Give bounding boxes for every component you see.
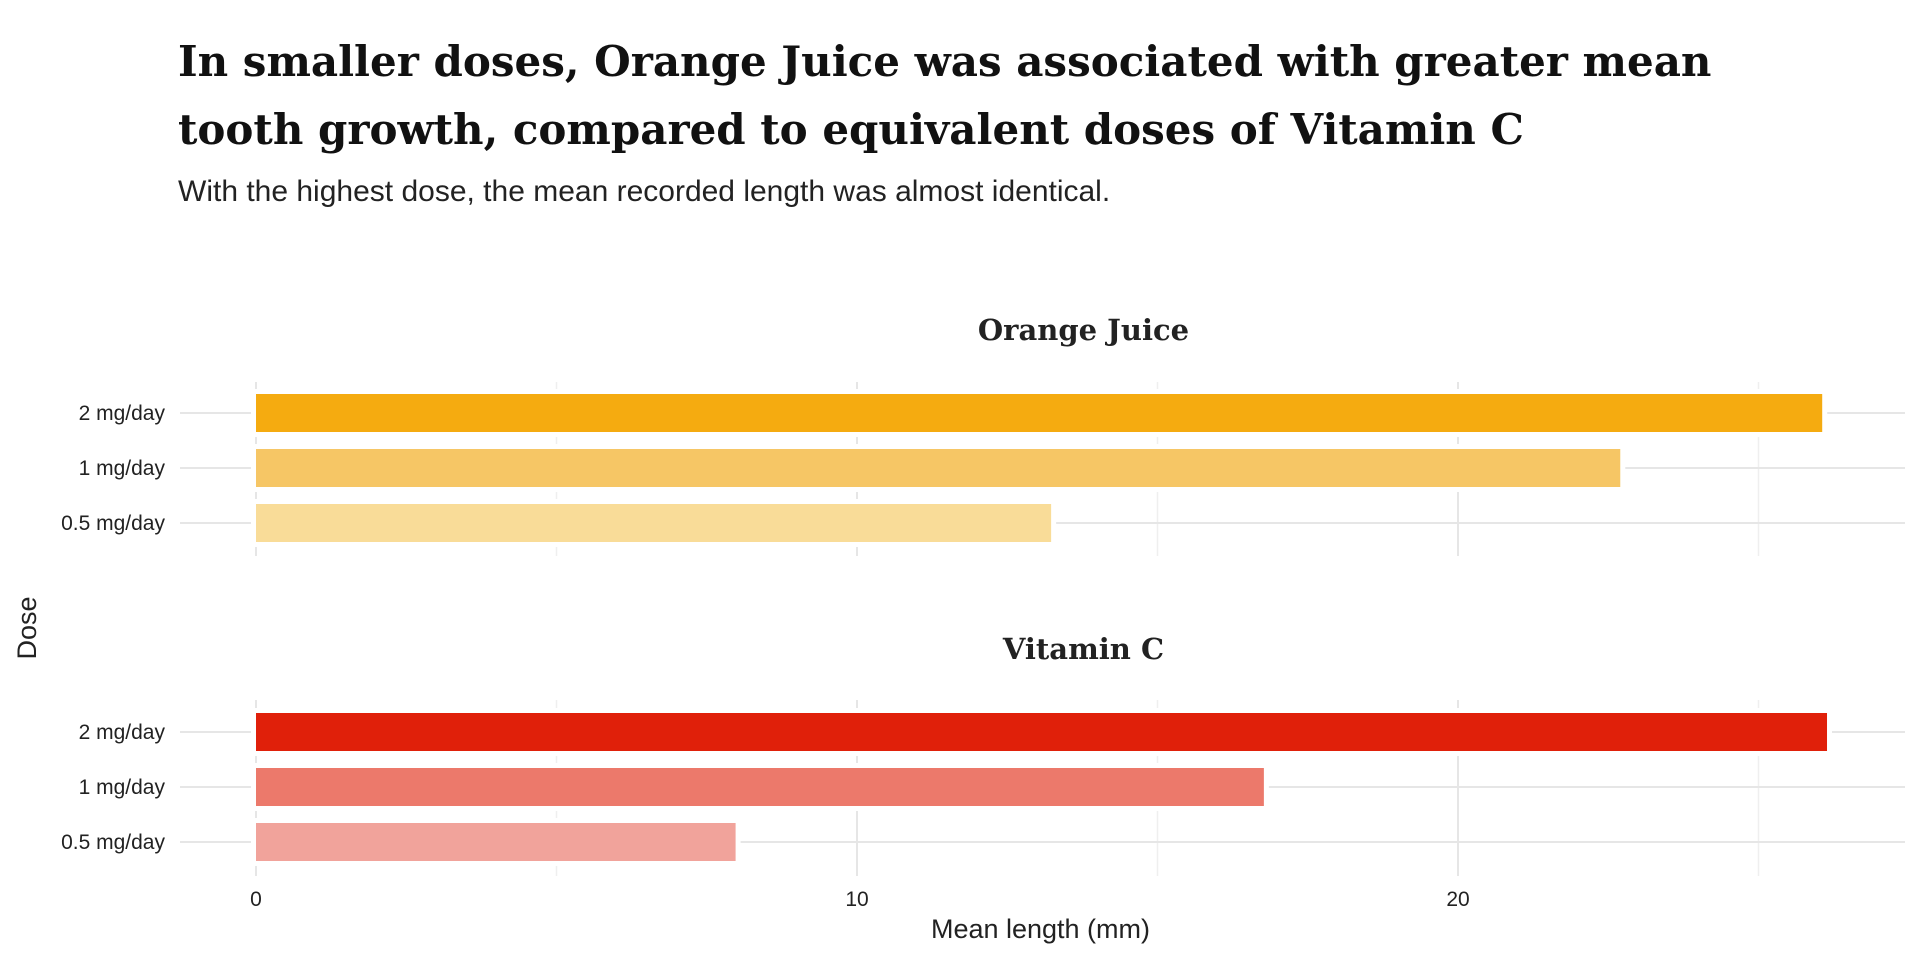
category-label: 2 mg/day: [79, 402, 166, 425]
category-label: 2 mg/day: [79, 721, 166, 744]
facet-title-vitamin-c: Vitamin C: [1002, 632, 1164, 666]
facet-title-orange-juice: Orange Juice: [978, 313, 1189, 347]
x-axis-title: Mean length (mm): [931, 914, 1150, 944]
x-tick-label: 20: [1446, 888, 1469, 911]
category-label: 1 mg/day: [79, 457, 166, 480]
y-axis-title: Dose: [12, 596, 42, 659]
category-label: 0.5 mg/day: [61, 512, 165, 535]
bar-orange-juice-0: [256, 394, 1823, 432]
category-label: 1 mg/day: [79, 776, 166, 799]
bar-orange-juice-2: [256, 504, 1052, 542]
chart-subtitle: With the highest dose, the mean recorded…: [178, 175, 1111, 208]
x-tick-label: 10: [845, 888, 868, 911]
x-tick-label: 0: [250, 888, 262, 911]
category-label: 0.5 mg/day: [61, 831, 165, 854]
chart-title: In smaller doses, Orange Juice was assoc…: [178, 37, 1712, 154]
bar-orange-juice-1: [256, 449, 1621, 487]
bar-vitamin-c-2: [256, 823, 736, 861]
bar-vitamin-c-1: [256, 768, 1264, 806]
bar-vitamin-c-0: [256, 713, 1828, 751]
